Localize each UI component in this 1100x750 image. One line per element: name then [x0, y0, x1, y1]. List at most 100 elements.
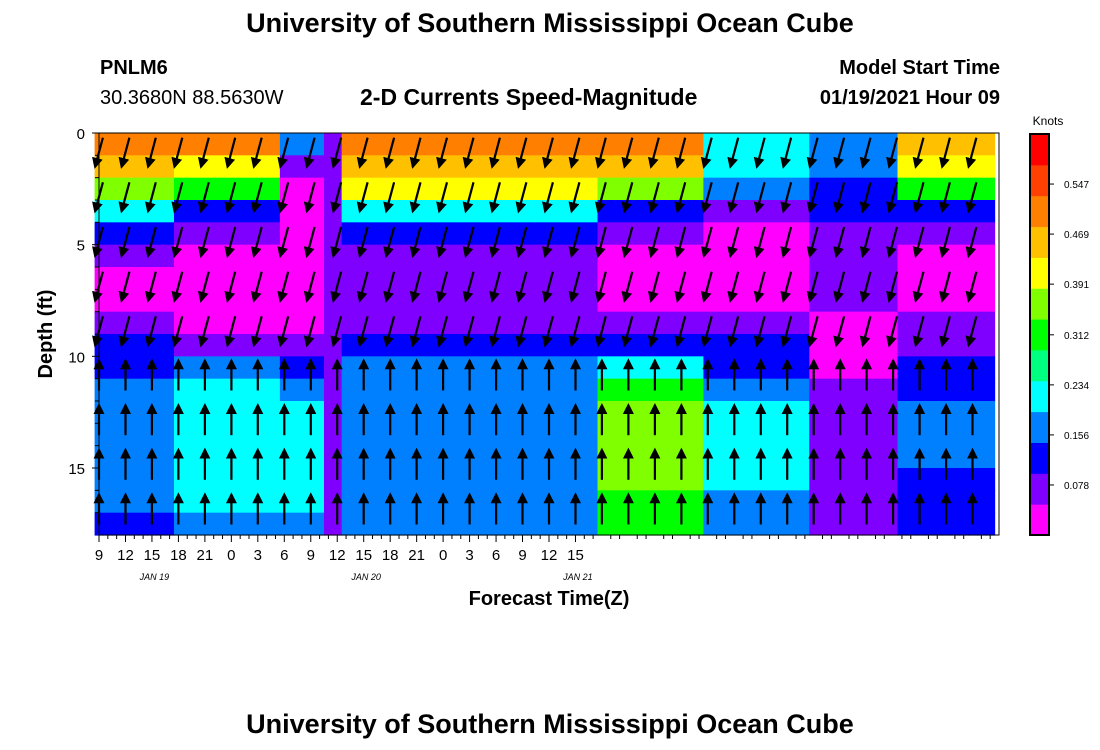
heatmap-cell [156, 267, 166, 290]
heatmap-cell [791, 267, 802, 290]
heatmap-cell [218, 289, 228, 313]
heatmap-cell [897, 133, 907, 156]
heatmap-cell [632, 267, 643, 290]
heatmap-cell [632, 445, 643, 469]
heatmap-cell [429, 244, 440, 268]
heatmap-cell [685, 267, 696, 290]
y-tick-label: 0 [77, 126, 85, 143]
current-vector [303, 137, 316, 169]
colorbar-label: Knots [1033, 114, 1064, 128]
heatmap-cell [509, 244, 519, 268]
heatmap-cell [315, 490, 325, 514]
current-vector [595, 271, 607, 303]
heatmap-cell [544, 133, 555, 156]
heatmap-cell [138, 468, 149, 491]
heatmap-cell [694, 378, 705, 402]
heatmap-cell [421, 177, 431, 201]
current-vector [224, 271, 237, 303]
heatmap-cell [703, 311, 713, 335]
heatmap-cell [235, 133, 246, 156]
heatmap-cell [606, 155, 616, 179]
heatmap-cell [932, 222, 943, 246]
heatmap-cell [465, 177, 475, 201]
heatmap-cell [959, 222, 969, 246]
heatmap-cell [500, 490, 510, 514]
heatmap-cell [209, 445, 219, 469]
x-tick-label: 18 [382, 547, 399, 564]
heatmap-cell [862, 133, 872, 156]
heatmap-cell [579, 222, 590, 246]
heatmap-cell [350, 445, 360, 469]
current-vector [383, 316, 396, 348]
heatmap-cell [376, 401, 387, 424]
heatmap-cell [676, 133, 687, 156]
heatmap-cell [800, 133, 810, 156]
heatmap-cell [712, 289, 722, 313]
heatmap-cell [482, 244, 493, 268]
heatmap-cell [615, 311, 625, 335]
heatmap-cell [738, 155, 749, 179]
heatmap-cell [818, 200, 828, 223]
heatmap-cell [915, 311, 925, 335]
heatmap-cell [553, 334, 563, 357]
heatmap-cell [191, 200, 202, 223]
heatmap-cell [924, 311, 934, 335]
heatmap-cell [871, 356, 881, 380]
heatmap-cell [844, 311, 855, 335]
heatmap-cell [165, 155, 175, 179]
heatmap-cell [826, 445, 837, 469]
heatmap-cell [129, 423, 140, 447]
heatmap-cell [271, 311, 281, 335]
heatmap-cell [729, 267, 740, 290]
heatmap-cell [138, 200, 149, 223]
current-vector [700, 182, 713, 214]
heatmap-cell [226, 177, 237, 201]
heatmap-cell [350, 133, 360, 156]
heatmap-cell [668, 334, 678, 357]
heatmap-cell [332, 311, 343, 335]
heatmap-cell [826, 378, 837, 402]
heatmap-cell [950, 289, 960, 313]
heatmap-cell [535, 177, 546, 201]
heatmap-cell [438, 133, 449, 156]
heatmap-cell [553, 267, 563, 290]
current-vector [859, 182, 872, 214]
heatmap-cell [774, 177, 784, 201]
heatmap-cell [394, 289, 405, 313]
heatmap-cell [721, 334, 731, 357]
heatmap-cell [985, 423, 996, 447]
heatmap-cell [659, 244, 669, 268]
heatmap-cell [447, 378, 457, 402]
heatmap-cell [579, 445, 590, 469]
heatmap-cell [871, 401, 881, 424]
heatmap-cell [844, 133, 855, 156]
heatmap-cell [765, 244, 775, 268]
heatmap-cell [262, 356, 272, 380]
heatmap-cell [394, 356, 405, 380]
heatmap-cell [218, 445, 228, 469]
colorbar-segment [1030, 349, 1049, 382]
heatmap-cell [906, 311, 916, 335]
current-vector [912, 271, 925, 303]
heatmap-cell [341, 445, 352, 469]
heatmap-cell [306, 177, 316, 201]
heatmap-cell [826, 401, 837, 424]
heatmap-cell [297, 311, 307, 335]
heatmap-cell [244, 490, 255, 514]
heatmap-cell [932, 401, 943, 424]
current-vector [171, 137, 184, 169]
heatmap-cell [429, 356, 440, 380]
x-tick-label: 12 [117, 547, 134, 564]
heatmap-cell [844, 445, 855, 469]
heatmap-cell [376, 311, 387, 335]
heatmap-cell [526, 423, 537, 447]
current-vector [118, 182, 131, 214]
heatmap-cell [421, 133, 431, 156]
heatmap-cell [535, 356, 546, 380]
heatmap-cell [324, 401, 334, 424]
heatmap-cell [474, 356, 484, 380]
heatmap-cell [721, 133, 731, 156]
current-vector [330, 182, 343, 214]
